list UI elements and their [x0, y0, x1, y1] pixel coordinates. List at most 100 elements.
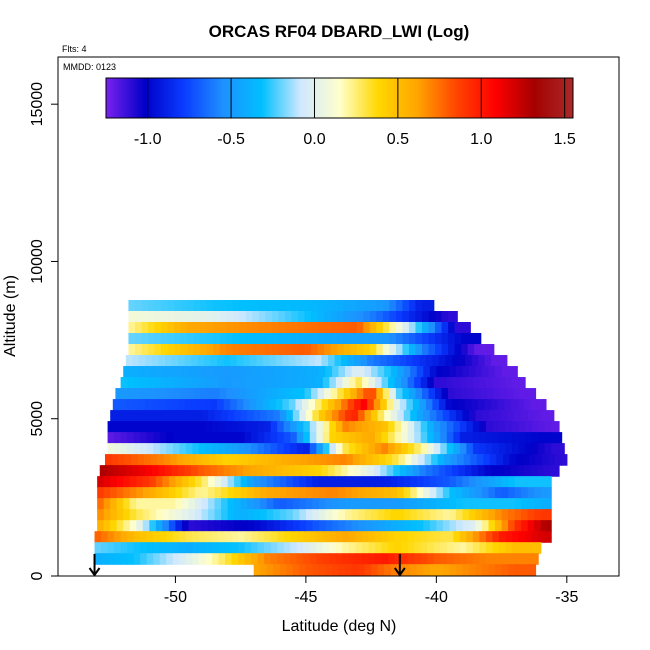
heatmap-cell [381, 443, 389, 455]
colorbar-tick-label: -0.5 [217, 131, 245, 148]
heatmap-cell [308, 399, 316, 411]
heatmap-cell [410, 498, 418, 510]
heatmap-cell [142, 509, 150, 521]
heatmap-cell [300, 454, 308, 466]
heatmap-cell [181, 476, 190, 488]
heatmap-cell [252, 322, 260, 334]
heatmap-cell [153, 377, 161, 389]
heatmap-cell [445, 355, 453, 367]
heatmap-cell [266, 498, 274, 510]
heatmap-cell [273, 564, 281, 576]
heatmap-cell [231, 421, 239, 433]
heatmap-cell [197, 355, 205, 367]
heatmap-cell [342, 377, 350, 389]
heatmap-cell [256, 465, 264, 477]
heatmap-cell [440, 531, 448, 543]
heatmap-cell [346, 454, 354, 466]
heatmap-cell [339, 454, 347, 466]
heatmap-cell [301, 465, 310, 477]
heatmap-cell [375, 421, 383, 433]
heatmap-cell [544, 432, 552, 444]
heatmap-cell [298, 344, 306, 356]
heatmap-cell [376, 388, 384, 400]
heatmap-cell [245, 311, 253, 323]
heatmap-cell [148, 322, 156, 334]
heatmap-cell [341, 465, 349, 477]
heatmap-cell [437, 454, 445, 466]
heatmap-cell [495, 487, 503, 499]
heatmap-cell [432, 355, 440, 367]
heatmap-cell [512, 443, 520, 455]
heatmap-cell [103, 520, 111, 532]
heatmap-cell [435, 333, 443, 345]
heatmap-cell [436, 498, 444, 510]
heatmap-cell [257, 531, 265, 543]
heatmap-cell [448, 344, 456, 356]
heatmap-cell [492, 377, 500, 389]
heatmap-cell [479, 421, 487, 433]
heatmap-cell [223, 355, 231, 367]
heatmap-cell [448, 311, 456, 323]
heatmap-cell [402, 344, 410, 356]
heatmap-cell [448, 388, 456, 400]
heatmap-cell [179, 432, 187, 444]
heatmap-cell [399, 355, 407, 367]
heatmap-cell [521, 410, 529, 422]
heatmap-cell [422, 299, 430, 312]
heatmap-cell [318, 509, 327, 521]
heatmap-cell [116, 520, 124, 532]
heatmap-cell [410, 410, 418, 422]
heatmap-cell [285, 333, 293, 345]
heatmap-cell [271, 333, 280, 345]
heatmap-cell [333, 454, 341, 466]
heatmap-cell [253, 410, 261, 422]
heatmap-cell [429, 366, 437, 378]
heatmap-cell [489, 454, 497, 466]
heatmap-cell [497, 399, 505, 411]
heatmap-cell [368, 531, 376, 543]
heatmap-cell [129, 498, 137, 510]
heatmap-cell [114, 421, 122, 433]
heatmap-cell [234, 498, 242, 510]
heatmap-cell [420, 443, 428, 455]
heatmap-cell [410, 476, 418, 488]
heatmap-cell [384, 509, 392, 521]
heatmap-cell [238, 542, 246, 554]
heatmap-cell [114, 553, 122, 565]
heatmap-cell [308, 355, 316, 367]
heatmap-cell [397, 498, 405, 510]
heatmap-cell [397, 509, 405, 521]
heatmap-cell [292, 564, 300, 576]
heatmap-cell [480, 344, 488, 356]
heatmap-cell [134, 344, 143, 356]
heatmap-cell [238, 443, 246, 455]
heatmap-cell [414, 553, 422, 565]
heatmap-cell [271, 322, 280, 334]
heatmap-cell [407, 553, 415, 565]
heatmap-cell [141, 388, 149, 400]
heatmap-cell [371, 509, 379, 521]
heatmap-cell [412, 399, 420, 411]
heatmap-cell [446, 542, 454, 554]
heatmap-cell [249, 399, 257, 411]
heatmap-cell [148, 299, 156, 312]
heatmap-cell [296, 432, 304, 444]
heatmap-cell [485, 377, 494, 389]
heatmap-cell [295, 465, 303, 477]
heatmap-cell [367, 399, 375, 411]
heatmap-cell [345, 366, 353, 378]
heatmap-cell [155, 410, 163, 422]
heatmap-cell [247, 509, 255, 521]
heatmap-cell [206, 344, 214, 356]
heatmap-cell [390, 498, 398, 510]
heatmap-cell [153, 553, 161, 565]
heatmap-cell [388, 432, 396, 444]
heatmap-cell [258, 388, 267, 400]
heatmap-cell [322, 432, 330, 444]
heatmap-cell [415, 344, 423, 356]
heatmap-cell [416, 476, 424, 488]
heatmap-cell [140, 542, 148, 554]
heatmap-cell [257, 377, 265, 389]
heatmap-cell [235, 454, 243, 466]
heatmap-cell [338, 366, 346, 378]
